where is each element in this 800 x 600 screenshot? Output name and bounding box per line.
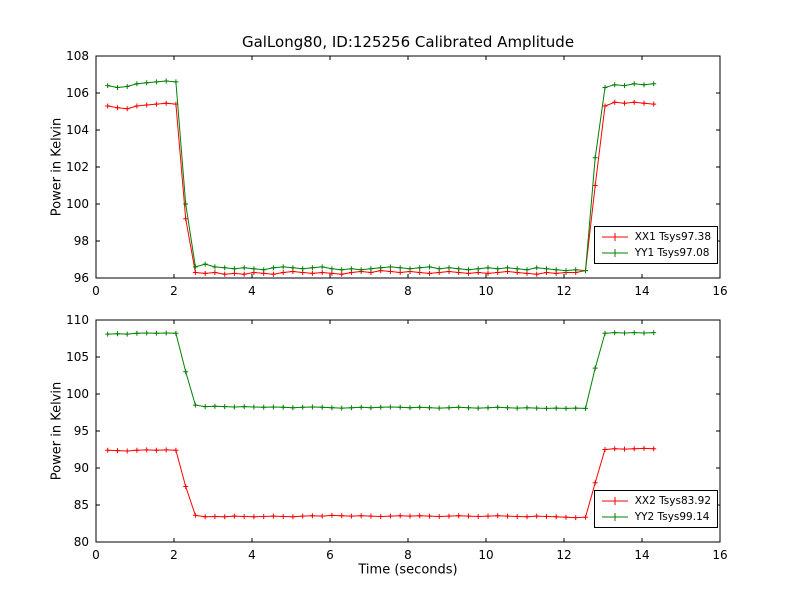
y-tick-label: 110: [66, 313, 89, 327]
x-tick-label: 12: [556, 548, 571, 562]
legend-line-sample-yy2-icon: [601, 513, 628, 521]
y-tick-label: 85: [74, 498, 89, 512]
x-tick-label: 16: [712, 284, 727, 298]
legend-line-sample-yy1-icon: [601, 249, 628, 257]
x-tick-label: 10: [478, 548, 493, 562]
legend-label-yy2: YY2 Tsys99.14: [634, 511, 710, 523]
y-tick-label: 96: [74, 271, 89, 285]
series-markers-xx1: [105, 99, 657, 277]
x-tick-label: 4: [248, 548, 256, 562]
y-tick-label: 80: [74, 535, 89, 549]
bottom-y-axis-label: Power in Kelvin: [49, 381, 65, 481]
legend-entry-yy2: YY2 Tsys99.14: [601, 510, 711, 524]
y-tick-label: 90: [74, 461, 89, 475]
x-tick-label: 14: [634, 284, 649, 298]
legend-bottom: XX2 Tsys83.92 YY2 Tsys99.14: [593, 490, 718, 528]
top-subplot: 0 2 4 6 8 10 12 14 16 96 98 100 102 104 106 108: [66, 49, 728, 298]
y-tick-label: 106: [66, 86, 89, 100]
x-tick-label: 0: [92, 284, 100, 298]
x-tick-label: 14: [634, 548, 649, 562]
legend-line-sample-xx2-icon: [601, 497, 628, 505]
legend-entry-yy1: YY1 Tsys97.08: [601, 246, 711, 260]
x-tick-label: 2: [170, 284, 178, 298]
x-tick-label: 0: [92, 548, 100, 562]
legend-entry-xx1: XX1 Tsys97.38: [601, 230, 711, 244]
x-tick-label: 16: [712, 548, 727, 562]
x-tick-label: 10: [478, 284, 493, 298]
x-tick-label: 2: [170, 548, 178, 562]
x-tick-label: 8: [404, 284, 412, 298]
legend-line-sample-xx1-icon: [601, 233, 628, 241]
legend-top: XX1 Tsys97.38 YY1 Tsys97.08: [593, 226, 718, 264]
series-markers-yy2: [105, 330, 657, 411]
y-tick-label: 108: [66, 49, 89, 63]
series-line-xx2: [107, 447, 654, 519]
series-line-xx1: [107, 101, 654, 275]
series-markers-yy1: [105, 78, 657, 274]
legend-entry-xx2: XX2 Tsys83.92: [601, 494, 711, 508]
top-y-axis-label: Power in Kelvin: [49, 117, 65, 217]
y-tick-label: 100: [66, 197, 89, 211]
x-tick-label: 6: [326, 548, 334, 562]
chart-title: GalLong80, ID:125256 Calibrated Amplitud…: [241, 33, 575, 51]
y-tick-label: 100: [66, 387, 89, 401]
series-line-yy2: [107, 332, 654, 409]
x-axis-label: Time (seconds): [358, 562, 458, 578]
x-tick-label: 8: [404, 548, 412, 562]
legend-label-xx1: XX1 Tsys97.38: [634, 231, 711, 243]
legend-label-yy1: YY1 Tsys97.08: [634, 247, 710, 259]
x-tick-label: 4: [248, 284, 256, 298]
bottom-subplot: 0 2 4 6 8 10 12 14 16 80 85 90 95 100 105 110: [66, 313, 728, 562]
y-tick-label: 98: [74, 234, 89, 248]
y-tick-label: 105: [66, 350, 89, 364]
y-tick-label: 102: [66, 160, 89, 174]
legend-label-xx2: XX2 Tsys83.92: [634, 495, 711, 507]
series-markers-xx2: [105, 445, 657, 521]
x-tick-label: 12: [556, 284, 571, 298]
y-tick-label: 104: [66, 123, 89, 137]
x-tick-label: 6: [326, 284, 334, 298]
y-tick-label: 95: [74, 424, 89, 438]
